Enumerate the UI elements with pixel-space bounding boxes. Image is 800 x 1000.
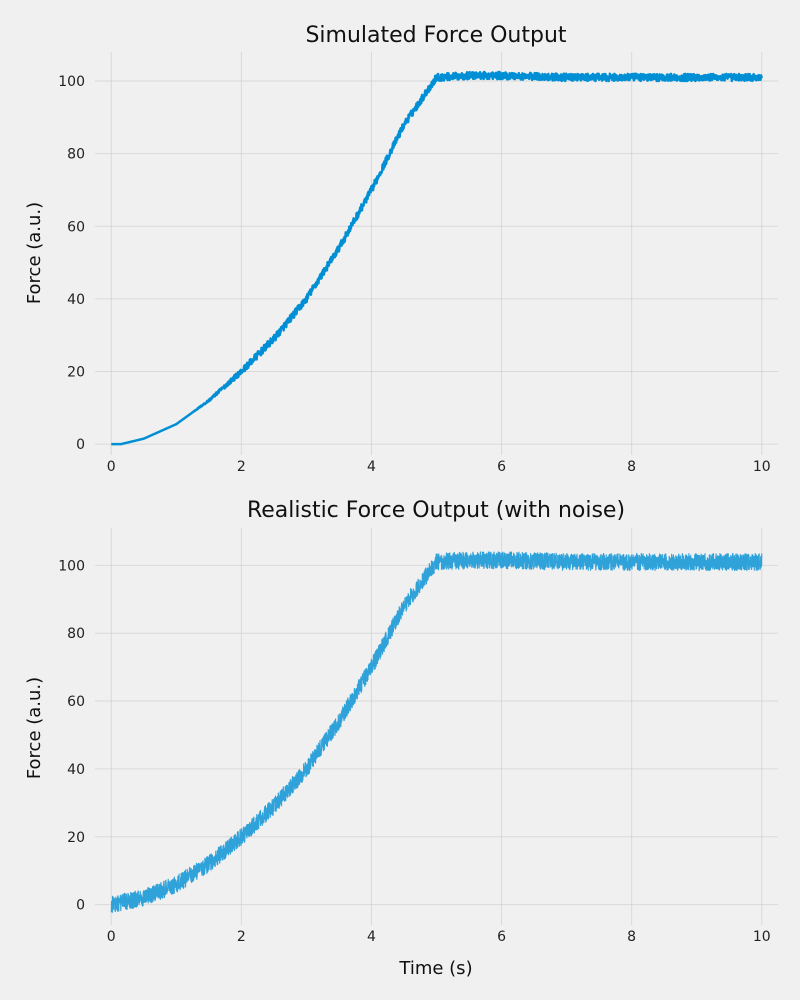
x-tick-label: 0 bbox=[107, 929, 116, 945]
y-tick-label: 20 bbox=[67, 364, 85, 380]
y-tick-label: 20 bbox=[67, 830, 85, 846]
x-tick-label: 6 bbox=[497, 929, 506, 945]
chart-title: Realistic Force Output (with noise) bbox=[247, 498, 625, 523]
y-tick-label: 60 bbox=[67, 219, 85, 235]
x-tick-label: 6 bbox=[497, 459, 506, 475]
x-tick-label: 0 bbox=[107, 459, 116, 475]
y-tick-label: 80 bbox=[67, 147, 85, 163]
x-tick-label: 2 bbox=[237, 929, 246, 945]
y-tick-label: 100 bbox=[58, 74, 85, 90]
x-axis-label: Time (s) bbox=[398, 958, 472, 979]
y-tick-label: 0 bbox=[76, 898, 85, 914]
chart-realistic-force: Realistic Force Output (with noise) Forc… bbox=[24, 498, 778, 979]
y-tick-label: 100 bbox=[58, 558, 85, 574]
grid bbox=[95, 528, 778, 925]
chart-title: Simulated Force Output bbox=[305, 23, 566, 48]
x-tick-label: 10 bbox=[753, 929, 771, 945]
x-tick-label: 4 bbox=[367, 929, 376, 945]
y-tick-label: 40 bbox=[67, 762, 85, 778]
series-line bbox=[110, 551, 763, 914]
x-tick-label: 8 bbox=[627, 929, 636, 945]
x-tick-label: 8 bbox=[627, 459, 636, 475]
x-tick-label: 2 bbox=[237, 459, 246, 475]
chart-simulated-force: Simulated Force Output Force (a.u.) 0 2 4 6… bbox=[24, 23, 778, 475]
y-tick-label: 60 bbox=[67, 694, 85, 710]
x-tick-label: 10 bbox=[753, 459, 771, 475]
y-tick-label: 0 bbox=[76, 437, 85, 453]
y-axis-label: Force (a.u.) bbox=[24, 677, 45, 779]
y-tick-label: 40 bbox=[67, 292, 85, 308]
series bbox=[110, 551, 763, 914]
series-line bbox=[110, 70, 763, 446]
x-tick-label: 4 bbox=[367, 459, 376, 475]
grid bbox=[95, 52, 778, 455]
y-tick-label: 80 bbox=[67, 626, 85, 642]
series bbox=[110, 70, 763, 446]
y-axis-label: Force (a.u.) bbox=[24, 202, 45, 304]
